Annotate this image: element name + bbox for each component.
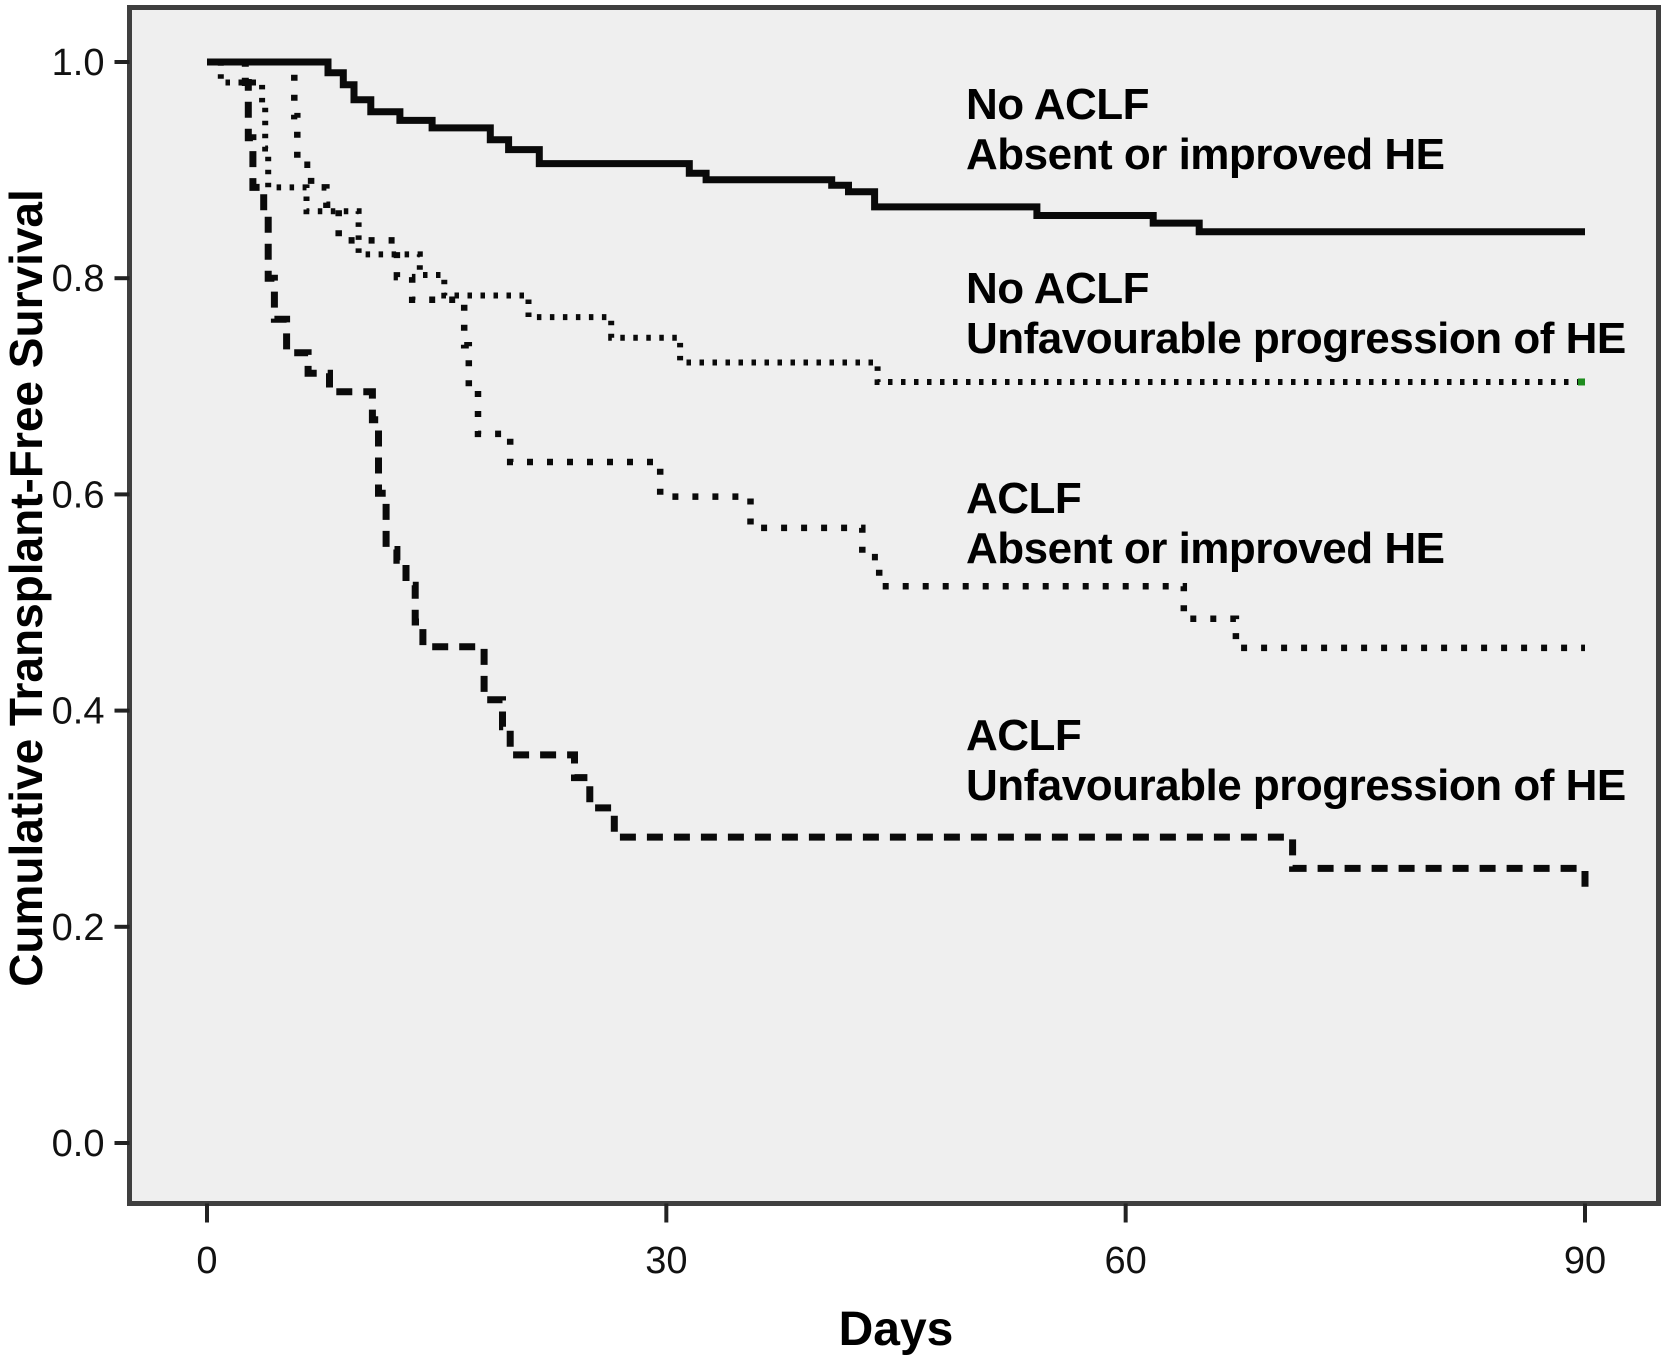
y-axis-title: Cumulative Transplant-Free Survival <box>0 189 52 987</box>
censor-end-marker <box>1578 378 1585 386</box>
x-tick-label: 90 <box>1564 1240 1606 1282</box>
curve-label-4-line2: Unfavourable progression of HE <box>966 761 1626 810</box>
curve-label-3-line2: Absent or improved HE <box>966 524 1444 573</box>
y-tick-label: 1.0 <box>52 42 105 84</box>
curve-label-4-line1: ACLF <box>966 711 1081 760</box>
curve-label-1-line2: Absent or improved HE <box>966 130 1444 179</box>
plot-area <box>127 5 1661 1206</box>
y-tick-label: 0.2 <box>52 907 105 949</box>
survival-curve-4-dashed <box>207 58 1589 887</box>
curve-label-3-line1: ACLF <box>966 474 1081 523</box>
y-tick-label: 0.4 <box>52 691 105 733</box>
survival-curve-1-solid <box>207 58 1585 236</box>
curve-label-2-line1: No ACLF <box>966 264 1149 313</box>
survival-curve-3-dotted <box>207 58 1585 652</box>
x-tick-label: 60 <box>1105 1240 1147 1282</box>
x-tick-label: 0 <box>196 1240 217 1282</box>
y-tick-label: 0.8 <box>52 258 105 300</box>
x-tick-label: 30 <box>645 1240 687 1282</box>
curve-label-1-line1: No ACLF <box>966 80 1149 129</box>
y-tick-label: 0.6 <box>52 474 105 516</box>
x-axis-title: Days <box>839 1303 954 1355</box>
y-tick-label: 0.0 <box>52 1123 105 1165</box>
curve-label-2-line2: Unfavourable progression of HE <box>966 314 1626 363</box>
